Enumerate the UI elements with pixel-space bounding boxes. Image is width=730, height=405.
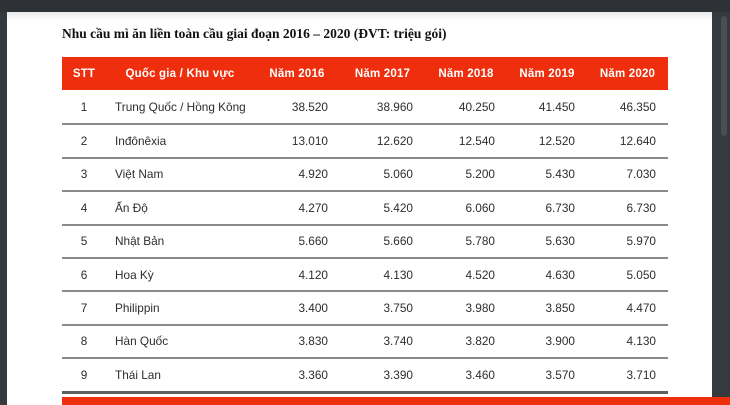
table-row: 9 Thái Lan 3.360 3.390 3.460 3.570 3.710 (62, 357, 668, 390)
cell-value: 41.450 (538, 99, 575, 114)
header-cell-2020: Năm 2020 (599, 67, 656, 80)
cell-value: 4.920 (298, 167, 328, 182)
header-cell-2018: Năm 2018 (438, 67, 494, 80)
document-page: Nhu cầu mì ăn liền toàn cầu giai đoạn 20… (7, 12, 712, 405)
table-row: 1 Trung Quốc / Hồng Kông 38.520 38.960 4… (62, 90, 668, 123)
cell-country: Trung Quốc / Hồng Kông (115, 99, 246, 114)
cell-value: 40.250 (458, 99, 495, 114)
cell-value: 4.470 (626, 301, 656, 316)
cell-value: 12.540 (458, 134, 495, 149)
cell-value: 3.980 (465, 301, 495, 316)
cell-value: 6.060 (465, 200, 495, 215)
cell-value: 5.420 (383, 200, 413, 215)
cell-value: 5.660 (383, 234, 413, 249)
cell-country: Inđônêxia (115, 134, 167, 148)
table-header-row: STT Quốc gia / Khu vực Năm 2016 Năm 2017… (62, 57, 668, 90)
cell-value: 4.130 (383, 267, 413, 282)
cell-value: 3.390 (383, 367, 413, 382)
cell-stt: 2 (80, 134, 88, 149)
cell-country: Hoa Kỳ (115, 267, 154, 282)
cell-value: 4.120 (298, 267, 328, 282)
table-row: 8 Hàn Quốc 3.830 3.740 3.820 3.900 4.130 (62, 323, 668, 357)
cell-value: 6.730 (626, 200, 656, 215)
cell-value: 3.460 (465, 367, 495, 382)
scrollbar-thumb[interactable] (721, 16, 727, 136)
cell-value: 12.520 (538, 134, 575, 149)
cell-value: 38.520 (291, 99, 328, 114)
cell-stt: 9 (80, 367, 88, 382)
header-cell-stt: STT (72, 67, 96, 80)
cell-value: 3.710 (626, 367, 656, 382)
cell-value: 3.820 (465, 334, 495, 349)
cell-value: 3.570 (545, 367, 575, 382)
cell-value: 46.350 (619, 99, 656, 114)
cell-value: 5.200 (465, 167, 495, 182)
cell-country: Philippin (115, 300, 160, 315)
cell-stt: 7 (80, 301, 88, 316)
viewer-top-bar (0, 0, 730, 12)
cell-value: 4.130 (626, 334, 656, 349)
cell-value: 5.060 (383, 167, 413, 182)
cell-value: 7.030 (626, 167, 656, 182)
viewer-left-margin (0, 12, 7, 405)
cell-value: 3.400 (298, 301, 328, 316)
cell-value: 3.750 (383, 301, 413, 316)
cell-stt: 8 (80, 334, 88, 349)
cell-stt: 3 (80, 167, 88, 182)
cell-value: 5.660 (298, 234, 328, 249)
cell-value: 3.360 (298, 367, 328, 382)
table-row: 6 Hoa Kỳ 4.120 4.130 4.520 4.630 5.050 (62, 256, 668, 290)
table-title: Nhu cầu mì ăn liền toàn cầu giai đoạn 20… (62, 26, 447, 41)
cell-value: 12.640 (619, 134, 656, 149)
cell-country: Hàn Quốc (115, 334, 169, 349)
table-row: 5 Nhật Bản 5.660 5.660 5.780 5.630 5.970 (62, 223, 668, 257)
scrollbar-track[interactable] (712, 12, 730, 405)
cell-country: Việt Nam (115, 167, 164, 182)
cell-value: 3.900 (545, 334, 575, 349)
cell-value: 4.630 (545, 267, 575, 282)
cell-value: 12.620 (376, 134, 413, 149)
cell-stt: 5 (80, 234, 88, 249)
table-row: 7 Philippin 3.400 3.750 3.980 3.850 4.47… (62, 290, 668, 323)
cell-value: 4.270 (298, 200, 328, 215)
table-row: 4 Ấn Độ 4.270 5.420 6.060 6.730 6.730 (62, 190, 668, 223)
cell-stt: 1 (80, 99, 88, 114)
noodle-demand-table: STT Quốc gia / Khu vực Năm 2016 Năm 2017… (62, 57, 668, 394)
cell-country: Thái Lan (115, 367, 161, 382)
cell-value: 4.520 (465, 267, 495, 282)
cell-country: Ấn Độ (115, 200, 148, 215)
cell-stt: 6 (80, 267, 88, 282)
header-cell-2019: Năm 2019 (519, 67, 575, 80)
cell-country: Nhật Bản (115, 234, 165, 249)
cell-value: 5.050 (626, 267, 656, 282)
table-row: 2 Inđônêxia 13.010 12.620 12.540 12.520 … (62, 123, 668, 156)
cell-value: 3.740 (383, 334, 413, 349)
cell-value: 3.830 (298, 334, 328, 349)
cell-stt: 4 (80, 200, 88, 215)
header-cell-2017: Năm 2017 (354, 67, 411, 80)
cell-value: 6.730 (545, 200, 575, 215)
next-table-header-partial (62, 397, 730, 405)
cell-value: 5.970 (626, 234, 656, 249)
header-cell-country: Quốc gia / Khu vực (125, 67, 235, 80)
cell-value: 5.430 (545, 167, 575, 182)
cell-value: 38.960 (376, 99, 413, 114)
header-cell-2016: Năm 2016 (269, 67, 325, 80)
table-row: 3 Việt Nam 4.920 5.060 5.200 5.430 7.030 (62, 156, 668, 190)
cell-value: 13.010 (291, 134, 328, 149)
cell-value: 5.630 (545, 234, 575, 249)
cell-value: 5.780 (465, 234, 495, 249)
cell-value: 3.850 (545, 301, 575, 316)
